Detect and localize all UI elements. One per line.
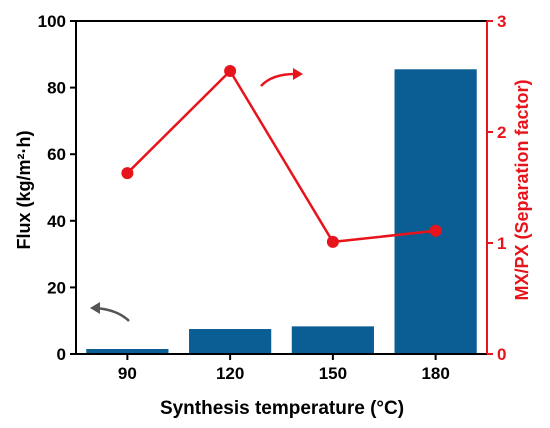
x-tick-label: 90 xyxy=(118,364,137,383)
x-tick-label: 120 xyxy=(216,364,244,383)
separation-factor-point xyxy=(429,224,442,237)
flux-bar xyxy=(189,329,272,354)
y-axis-right-label: MX/PX (Separation factor) xyxy=(512,79,532,300)
line-layer xyxy=(121,64,442,248)
separation-factor-point xyxy=(224,64,237,77)
separation-direction-arrow xyxy=(260,72,296,87)
y-right-tick-label: 1 xyxy=(497,234,506,253)
flux-bar xyxy=(394,69,477,354)
y-left-tick-label: 0 xyxy=(57,345,66,364)
separation-factor-point xyxy=(326,235,339,248)
y-right-tick-label: 0 xyxy=(497,345,506,364)
y-left-tick-label: 80 xyxy=(47,79,66,98)
x-tick-label: 150 xyxy=(319,364,347,383)
x-axis-label: Synthesis temperature (°C) xyxy=(160,398,404,419)
axes-layer xyxy=(75,20,488,355)
flux-bar xyxy=(291,326,374,354)
flux-direction-arrowhead xyxy=(90,302,100,314)
y-right-tick-label: 3 xyxy=(497,12,506,31)
flux-bar xyxy=(86,349,169,354)
y-left-tick-label: 60 xyxy=(47,145,66,164)
x-tick-label: 180 xyxy=(421,364,449,383)
separation-factor-point xyxy=(121,167,134,180)
separation-direction-arrowhead xyxy=(293,68,303,80)
ticks-layer: 0 20 40 60 80 100 0 1 2 3 90 120 150 180 xyxy=(38,12,507,383)
separation-factor-line xyxy=(126,68,436,244)
y-left-tick-label: 40 xyxy=(47,212,66,231)
y-left-tick-label: 100 xyxy=(38,12,66,31)
y-right-tick-label: 2 xyxy=(497,123,506,142)
flux-direction-arrow xyxy=(95,306,130,322)
bars-layer xyxy=(86,69,477,354)
y-axis-left-label: Flux (kg/m²·h) xyxy=(14,131,34,250)
y-left-tick-label: 20 xyxy=(47,278,66,297)
